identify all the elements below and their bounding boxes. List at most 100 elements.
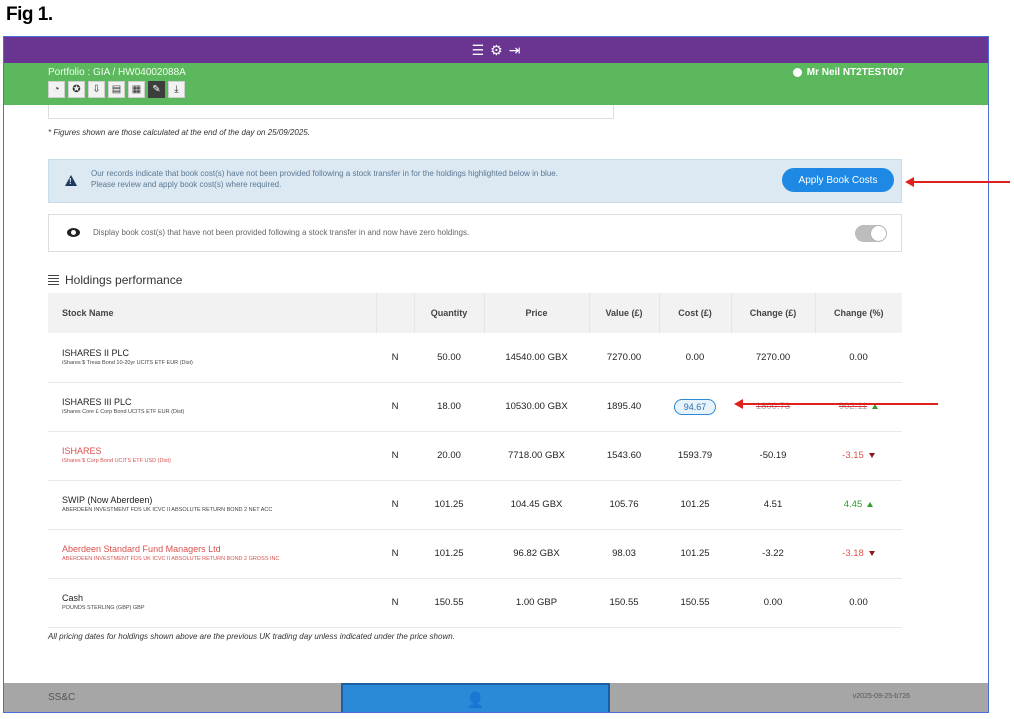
download-icon[interactable]: ⤓	[168, 81, 185, 98]
stock-description: ABERDEEN INVESTMENT FDS UK ICVC II ABSOL…	[62, 556, 280, 562]
toggle-knob	[871, 226, 886, 241]
dashboard-icon[interactable]: ◔	[48, 81, 65, 98]
export-icon[interactable]: ⇥	[508, 42, 521, 58]
arrow-down-icon	[868, 550, 875, 556]
eye-icon	[67, 228, 80, 237]
stock-name-cell: Cash POUNDS STERLING (GBP) GBP	[48, 578, 376, 628]
change-pct-cell: 4.45	[815, 480, 902, 530]
change-pct-cell: 0.00	[815, 333, 902, 383]
gear-icon[interactable]: ⚙	[490, 42, 503, 58]
change-pct-cell: 0.00	[815, 578, 902, 628]
zero-holdings-toggle[interactable]	[855, 225, 887, 242]
col-flag	[376, 293, 415, 333]
col-stock-name[interactable]: Stock Name	[48, 293, 377, 333]
arrow-down-icon	[868, 452, 875, 458]
portfolio-nav: ◔ ✪ ⇩ ▤ ▦ ✎ ⤓	[48, 81, 185, 98]
holdings-table: Stock Name Quantity Price Value (£) Cost…	[48, 293, 902, 628]
table-row[interactable]: Cash POUNDS STERLING (GBP) GBP N 150.55 …	[48, 578, 902, 628]
quantity-cell: 18.00	[414, 382, 484, 432]
statement-icon[interactable]: ▦	[128, 81, 145, 98]
flag-cell: N	[376, 333, 414, 383]
portfolio-header: Portfolio : GIA / HW04002088A Mr Neil NT…	[4, 63, 988, 105]
col-price[interactable]: Price	[484, 293, 590, 333]
stock-name: ISHARES II PLC	[62, 347, 130, 358]
warning-icon	[65, 175, 77, 186]
stock-description: iShares $ Treas Bond 10-20yr UCITS ETF E…	[62, 359, 193, 366]
ledger-icon[interactable]: ▤	[108, 81, 125, 98]
quantity-cell: 150.55	[414, 578, 484, 628]
value-cell: 150.55	[589, 578, 659, 628]
editable-cost-pill[interactable]: 94.67	[673, 398, 717, 415]
change-cell: -50.19	[731, 431, 815, 481]
col-cost[interactable]: Cost (£)	[659, 293, 732, 333]
change-cell: 7270.00	[731, 333, 815, 383]
table-row[interactable]: SWIP (Now Aberdeen) ABERDEEN INVESTMENT …	[48, 480, 902, 530]
flag-cell: N	[376, 578, 414, 628]
change-cell: 1800.73	[731, 382, 815, 432]
price-cell: 104.45 GBX	[484, 480, 589, 530]
flag-cell: N	[376, 382, 414, 432]
pricing-footnote: All pricing dates for holdings shown abo…	[48, 632, 455, 641]
change-cell: 4.51	[731, 480, 815, 530]
stock-description: iShares Core £ Corp Bond UCITS ETF EUR (…	[62, 409, 185, 415]
table-row[interactable]: ISHARES III PLC iShares Core £ Corp Bond…	[48, 382, 902, 432]
alert-message: Our records indicate that book cost(s) h…	[91, 169, 558, 189]
stock-name: ISHARES III PLC	[62, 397, 132, 407]
help-tab-button[interactable]: 👤	[341, 683, 610, 712]
col-change[interactable]: Change (£)	[731, 293, 816, 333]
change-pct-value: 0.00	[849, 597, 868, 608]
version-label: v2025-09-25-b726	[852, 693, 910, 700]
change-cell: 0.00	[731, 578, 815, 628]
user-menu[interactable]: Mr Neil NT2TEST007	[792, 67, 904, 78]
flag-cell: N	[376, 480, 414, 530]
section-title-text: Holdings performance	[65, 273, 183, 287]
stock-name: ISHARES	[62, 446, 102, 456]
annotation-arrow-cost	[734, 399, 938, 409]
top-toolbar: ☰ ⚙ ⇥	[4, 37, 988, 63]
price-cell: 14540.00 GBX	[484, 333, 589, 383]
stock-name: Cash	[62, 593, 84, 603]
cost-cell: 101.25	[659, 480, 731, 530]
change-cell: -3.22	[731, 529, 815, 579]
table-row[interactable]: ISHARES iShares $ Corp Bond UCITS ETF US…	[48, 431, 902, 481]
book-cost-alert: Our records indicate that book cost(s) h…	[48, 159, 902, 203]
change-value: 1800.73	[755, 401, 791, 412]
valuation-icon[interactable]: ✪	[68, 81, 85, 98]
stock-description: POUNDS STERLING (GBP) GBP	[62, 605, 145, 611]
toggle-label: Display book cost(s) that have not been …	[93, 228, 470, 237]
stock-name-cell: SWIP (Now Aberdeen) ABERDEEN INVESTMENT …	[48, 480, 376, 530]
value-cell: 105.76	[589, 480, 659, 530]
stock-name-cell: ISHARES II PLC iShares $ Treas Bond 10-2…	[48, 333, 376, 383]
value-cell: 1895.40	[589, 382, 659, 432]
table-row[interactable]: Aberdeen Standard Fund Managers Ltd ABER…	[48, 529, 902, 579]
figure-label: Fig 1.	[6, 4, 53, 25]
apply-book-costs-button[interactable]: Apply Book Costs	[782, 168, 894, 192]
flag-cell: N	[376, 431, 414, 481]
collapsed-panel	[48, 105, 614, 119]
table-row[interactable]: ISHARES II PLC iShares $ Treas Bond 10-2…	[48, 333, 902, 383]
stock-name-cell: Aberdeen Standard Fund Managers Ltd ABER…	[48, 529, 376, 579]
price-cell: 10530.00 GBX	[484, 382, 589, 432]
quantity-cell: 101.25	[414, 480, 484, 530]
transfer-icon[interactable]: ⇩	[88, 81, 105, 98]
value-cell: 7270.00	[589, 333, 659, 383]
stock-name: SWIP (Now Aberdeen)	[62, 495, 153, 505]
change-pct-cell: -3.15	[815, 431, 902, 481]
price-cell: 1.00 GBP	[484, 578, 589, 628]
menu-icon[interactable]: ☰	[471, 42, 485, 58]
change-pct-value: 902.11	[838, 401, 868, 412]
col-change-pct[interactable]: Change (%)	[815, 293, 902, 333]
value-cell: 1543.60	[589, 431, 659, 481]
stock-name-cell: ISHARES iShares $ Corp Bond UCITS ETF US…	[48, 431, 376, 481]
user-icon	[792, 68, 802, 77]
arrow-up-icon	[867, 501, 874, 507]
tools-icon[interactable]: ✎	[148, 81, 165, 98]
user-search-icon: 👤	[466, 691, 485, 709]
cost-cell: 0.00	[659, 333, 731, 383]
change-pct-value: 4.45	[843, 499, 863, 510]
change-pct-value: 0.00	[849, 351, 868, 363]
col-value[interactable]: Value (£)	[589, 293, 660, 333]
change-pct-value: -3.15	[842, 450, 864, 461]
col-quantity[interactable]: Quantity	[414, 293, 485, 333]
footer: SS&C 👤 v2025-09-25-b726	[4, 683, 988, 712]
